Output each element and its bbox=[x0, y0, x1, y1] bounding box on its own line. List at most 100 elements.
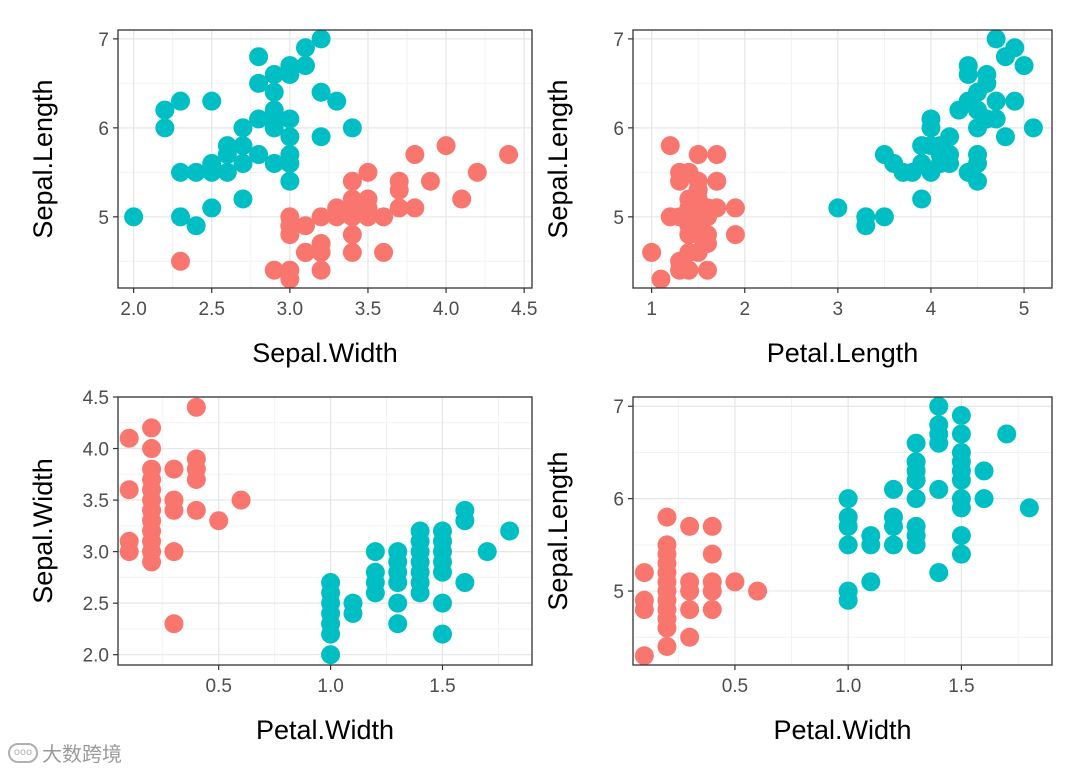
data-point bbox=[164, 542, 184, 562]
data-point bbox=[951, 544, 971, 564]
data-point bbox=[186, 162, 206, 182]
x-axis-title: Petal.Length bbox=[767, 338, 919, 368]
data-point bbox=[906, 516, 926, 536]
data-point bbox=[657, 535, 677, 555]
data-point bbox=[295, 242, 315, 262]
data-point bbox=[986, 29, 1006, 49]
data-point bbox=[432, 624, 452, 644]
data-point bbox=[202, 153, 222, 173]
data-point bbox=[389, 171, 409, 191]
data-point bbox=[861, 526, 881, 546]
data-point bbox=[707, 171, 727, 191]
data-point bbox=[748, 581, 768, 601]
data-point bbox=[995, 127, 1015, 147]
x-tick-label: 3.5 bbox=[355, 299, 381, 320]
y-tick-label: 3.5 bbox=[83, 491, 109, 512]
data-point bbox=[838, 581, 858, 601]
scatter-panel-4: 0.5 1.0 1.5 5 6 7 Petal.Width Sepal.Length bbox=[543, 396, 1053, 745]
data-point bbox=[388, 614, 408, 634]
data-point bbox=[1014, 56, 1034, 76]
data-point bbox=[651, 269, 671, 289]
panel-border bbox=[632, 29, 1053, 289]
scatter-panel-2: 1 2 3 4 5 5 6 7 Petal.Length Sepal.Length bbox=[543, 29, 1053, 368]
data-point bbox=[906, 452, 926, 472]
x-tick-label: 0.5 bbox=[722, 676, 748, 697]
data-point bbox=[986, 91, 1006, 111]
data-point bbox=[280, 109, 300, 129]
data-point bbox=[164, 459, 184, 479]
data-point bbox=[951, 489, 971, 509]
data-point bbox=[295, 56, 315, 76]
data-point bbox=[500, 521, 520, 541]
data-point bbox=[951, 424, 971, 444]
data-point bbox=[280, 260, 300, 280]
data-point bbox=[249, 109, 269, 129]
data-point bbox=[968, 145, 988, 165]
data-point bbox=[142, 459, 162, 479]
data-point bbox=[680, 516, 700, 536]
x-tick-label: 1.5 bbox=[429, 676, 455, 697]
panel-border bbox=[632, 396, 1053, 666]
y-tick-label: 6 bbox=[613, 119, 624, 140]
data-point bbox=[321, 645, 341, 665]
data-point bbox=[642, 242, 662, 262]
data-point bbox=[680, 600, 700, 620]
data-point bbox=[838, 489, 858, 509]
x-tick-label: 0.5 bbox=[205, 676, 231, 697]
y-axis-title: Sepal.Length bbox=[28, 79, 58, 238]
y-tick-label: 7 bbox=[613, 397, 624, 418]
data-point bbox=[968, 171, 988, 191]
x-axis-title: Petal.Width bbox=[773, 715, 911, 745]
data-point bbox=[929, 415, 949, 435]
data-point bbox=[365, 562, 385, 582]
data-point bbox=[912, 189, 932, 209]
data-point bbox=[951, 405, 971, 425]
data-point bbox=[142, 439, 162, 459]
data-point bbox=[311, 207, 331, 227]
y-tick-label: 6 bbox=[98, 119, 109, 140]
series-1 bbox=[170, 136, 519, 289]
watermark-text: 大数跨境 bbox=[42, 742, 122, 766]
data-point bbox=[186, 397, 206, 417]
data-point bbox=[170, 162, 190, 182]
data-point bbox=[680, 572, 700, 592]
scatter-panel-1: 2.0 2.5 3.0 3.5 4.0 4.5 5 6 7 Sepal.Width Sepal.Le… bbox=[28, 29, 537, 368]
y-tick-label: 2.0 bbox=[83, 646, 109, 667]
data-point bbox=[170, 91, 190, 111]
logo-icon: ooo bbox=[8, 742, 38, 763]
y-tick-label: 5 bbox=[613, 208, 624, 229]
data-point bbox=[327, 198, 347, 218]
data-point bbox=[249, 73, 269, 93]
data-point bbox=[702, 544, 722, 564]
data-point bbox=[883, 479, 903, 499]
data-point bbox=[951, 526, 971, 546]
watermark: ooo 大数跨境 bbox=[8, 738, 122, 767]
data-point bbox=[679, 260, 699, 280]
data-point bbox=[249, 145, 269, 165]
data-point bbox=[432, 521, 452, 541]
data-point bbox=[202, 198, 222, 218]
data-point bbox=[280, 145, 300, 165]
data-point bbox=[828, 198, 848, 218]
data-point bbox=[327, 91, 347, 111]
x-tick-label: 2 bbox=[739, 299, 750, 320]
y-tick-label: 5 bbox=[98, 208, 109, 229]
data-point bbox=[467, 162, 487, 182]
data-point bbox=[432, 593, 452, 613]
data-point bbox=[119, 428, 139, 448]
data-point bbox=[986, 109, 1006, 129]
data-point bbox=[1005, 91, 1025, 111]
y-axis-title: Sepal.Length bbox=[543, 451, 573, 610]
data-point bbox=[452, 189, 472, 209]
y-tick-label: 7 bbox=[613, 30, 624, 51]
data-point bbox=[155, 100, 175, 120]
data-point bbox=[929, 563, 949, 583]
data-point bbox=[838, 507, 858, 527]
x-tick-label: 2.0 bbox=[120, 299, 146, 320]
data-point bbox=[164, 490, 184, 510]
data-point bbox=[264, 64, 284, 84]
x-tick-label: 4.0 bbox=[433, 299, 459, 320]
data-point bbox=[634, 563, 654, 583]
data-point bbox=[264, 153, 284, 173]
data-point bbox=[311, 127, 331, 147]
